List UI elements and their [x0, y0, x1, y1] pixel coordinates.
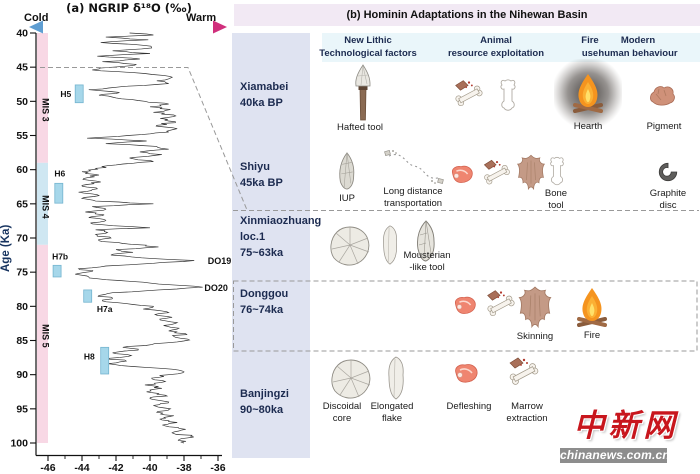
site-label-banjingzi: Banjingzi 90~80ka	[240, 388, 289, 416]
elongated-flake-icon	[378, 224, 402, 266]
do-event-label: DO20	[204, 283, 228, 293]
panel-a-title: (a) NGRIP δ¹⁸O (‰)	[66, 1, 192, 15]
skinning-hide-icon	[516, 285, 554, 331]
mis-label: MIS 4	[41, 195, 51, 219]
meat-icon	[452, 294, 478, 316]
h-event-box	[52, 264, 62, 278]
mis-band	[37, 244, 48, 443]
age-tick-label: 45	[16, 62, 28, 74]
d18o-tick-label: -36	[210, 462, 225, 474]
mis-label: MIS 3	[41, 98, 51, 122]
h-event-box	[100, 346, 110, 375]
d18o-tick-label: -46	[40, 462, 55, 474]
h-event-label: H5	[60, 89, 71, 99]
age-tick-label: 60	[16, 164, 28, 176]
bone-hammer-icon	[450, 78, 488, 108]
caption-defleshing: Defleshing	[446, 401, 492, 412]
mis-label: MIS 5	[41, 324, 51, 348]
mis-bands: MIS 3 MIS 4 MIS 5	[37, 33, 51, 443]
ngrip-curve	[75, 32, 203, 444]
age-tick-label: 55	[16, 130, 28, 142]
age-tick-label: 70	[16, 233, 28, 245]
d18o-tick-label: -40	[142, 462, 157, 474]
ngrip-d18o-chart: MIS 3 MIS 4 MIS 5 40 45 50 55 60 65 70 75 80 85 90 95…	[10, 20, 231, 474]
site-label-xinmiaozhuang: Xinmiaozhuang loc.1 75~63ka	[240, 215, 322, 259]
caption-hafted-tool: Hafted tool	[337, 122, 383, 133]
age-tick-label: 85	[16, 335, 28, 347]
meat-icon	[449, 163, 475, 185]
chart-axes: 40 45 50 55 60 65 70 75 80 85 90 95 100 -46 -44 -42 -40 -…	[10, 28, 225, 474]
bone-icon	[498, 78, 518, 112]
h-event-label: H7a	[97, 304, 113, 314]
age-tick-label: 80	[16, 301, 28, 313]
caption-bone-tool: Bone tool	[544, 188, 568, 212]
warm-arrowhead-icon	[213, 20, 227, 34]
cold-label: Cold	[24, 12, 49, 24]
site-label-shiyu: Shiyu 45ka BP	[240, 161, 283, 189]
caption-hearth: Hearth	[573, 121, 603, 132]
mousterian-tool-icon	[412, 219, 440, 263]
caption-skinning: Skinning	[516, 331, 554, 342]
panel-b-title: (b) Hominin Adaptations in the Nihewan B…	[346, 9, 588, 21]
h-event-label: H7b	[52, 251, 68, 261]
caption-pigment: Pigment	[646, 121, 682, 132]
age-tick-label: 100	[10, 438, 28, 450]
age-tick-label: 95	[16, 403, 28, 415]
age-axis-label: Age (Ka)	[0, 224, 12, 272]
do-event-labels: DO19 DO20	[204, 256, 231, 293]
do-event-label: DO19	[208, 256, 232, 266]
age-tick-label: 65	[16, 198, 28, 210]
marrow-extraction-icon	[504, 355, 544, 387]
age-tick-label: 40	[16, 28, 28, 40]
caption-graphite: Graphite disc	[649, 188, 687, 212]
h-event-box	[83, 289, 93, 303]
caption-discoidal: Discoidal core	[322, 401, 362, 425]
graphite-disc-icon	[656, 161, 680, 183]
chinanews-logo: 中新网	[573, 408, 679, 444]
h-event-label: H8	[84, 351, 95, 361]
d18o-tick-label: -42	[108, 462, 123, 474]
d18o-tick-label: -38	[176, 462, 191, 474]
column-header-animal: Animal resource exploitation	[447, 35, 545, 59]
column-header-band	[322, 33, 700, 62]
caption-elongated: Elongated flake	[370, 401, 414, 425]
warm-label: Warm	[186, 12, 217, 24]
site-label-xiamabei: Xiamabei 40ka BP	[240, 81, 289, 109]
column-header-modern: Modern human behaviour	[598, 35, 678, 59]
site-label-donggou: Donggou 76~74ka	[240, 288, 289, 316]
caption-transport: Long distance transportation	[383, 186, 443, 210]
cold-warm-arrow	[29, 20, 227, 34]
bone-hammer-icon	[482, 288, 520, 318]
h-event-label: H6	[54, 168, 65, 178]
discoidal-core-icon	[328, 223, 372, 269]
caption-mousterian: Mousterian -like tool	[403, 250, 451, 274]
panel-b-header-band	[234, 4, 700, 26]
discoidal-core-icon	[329, 357, 373, 401]
age-tick-label: 50	[16, 96, 28, 108]
cold-arrowhead-icon	[29, 20, 43, 34]
defleshing-meat-icon	[452, 362, 480, 384]
bone-tool-icon	[548, 155, 566, 187]
pigment-icon	[647, 82, 677, 108]
iup-blade-icon	[333, 151, 361, 191]
h-event-box	[54, 182, 64, 204]
age-tick-label: 90	[16, 369, 28, 381]
transport-path-icon	[383, 148, 445, 186]
caption-marrow: Marrow extraction	[506, 401, 548, 425]
caption-iup: IUP	[339, 193, 355, 204]
h-event-box	[74, 84, 84, 104]
hide-icon	[515, 153, 547, 193]
campfire-icon	[572, 285, 612, 331]
d18o-tick-label: -44	[74, 462, 89, 474]
column-header-fire: Fire use	[581, 35, 599, 59]
caption-fire: Fire	[583, 330, 601, 341]
elongated-flake-icon	[383, 355, 409, 401]
bone-hammer-icon	[479, 158, 515, 186]
hearth-fire-icon	[568, 72, 608, 116]
hafted-tool-icon	[343, 64, 383, 122]
age-tick-label: 75	[16, 267, 28, 279]
chinanews-url: chinanews.com.cn	[560, 448, 670, 463]
column-header-lithic: New Lithic Technological factors	[319, 35, 417, 59]
